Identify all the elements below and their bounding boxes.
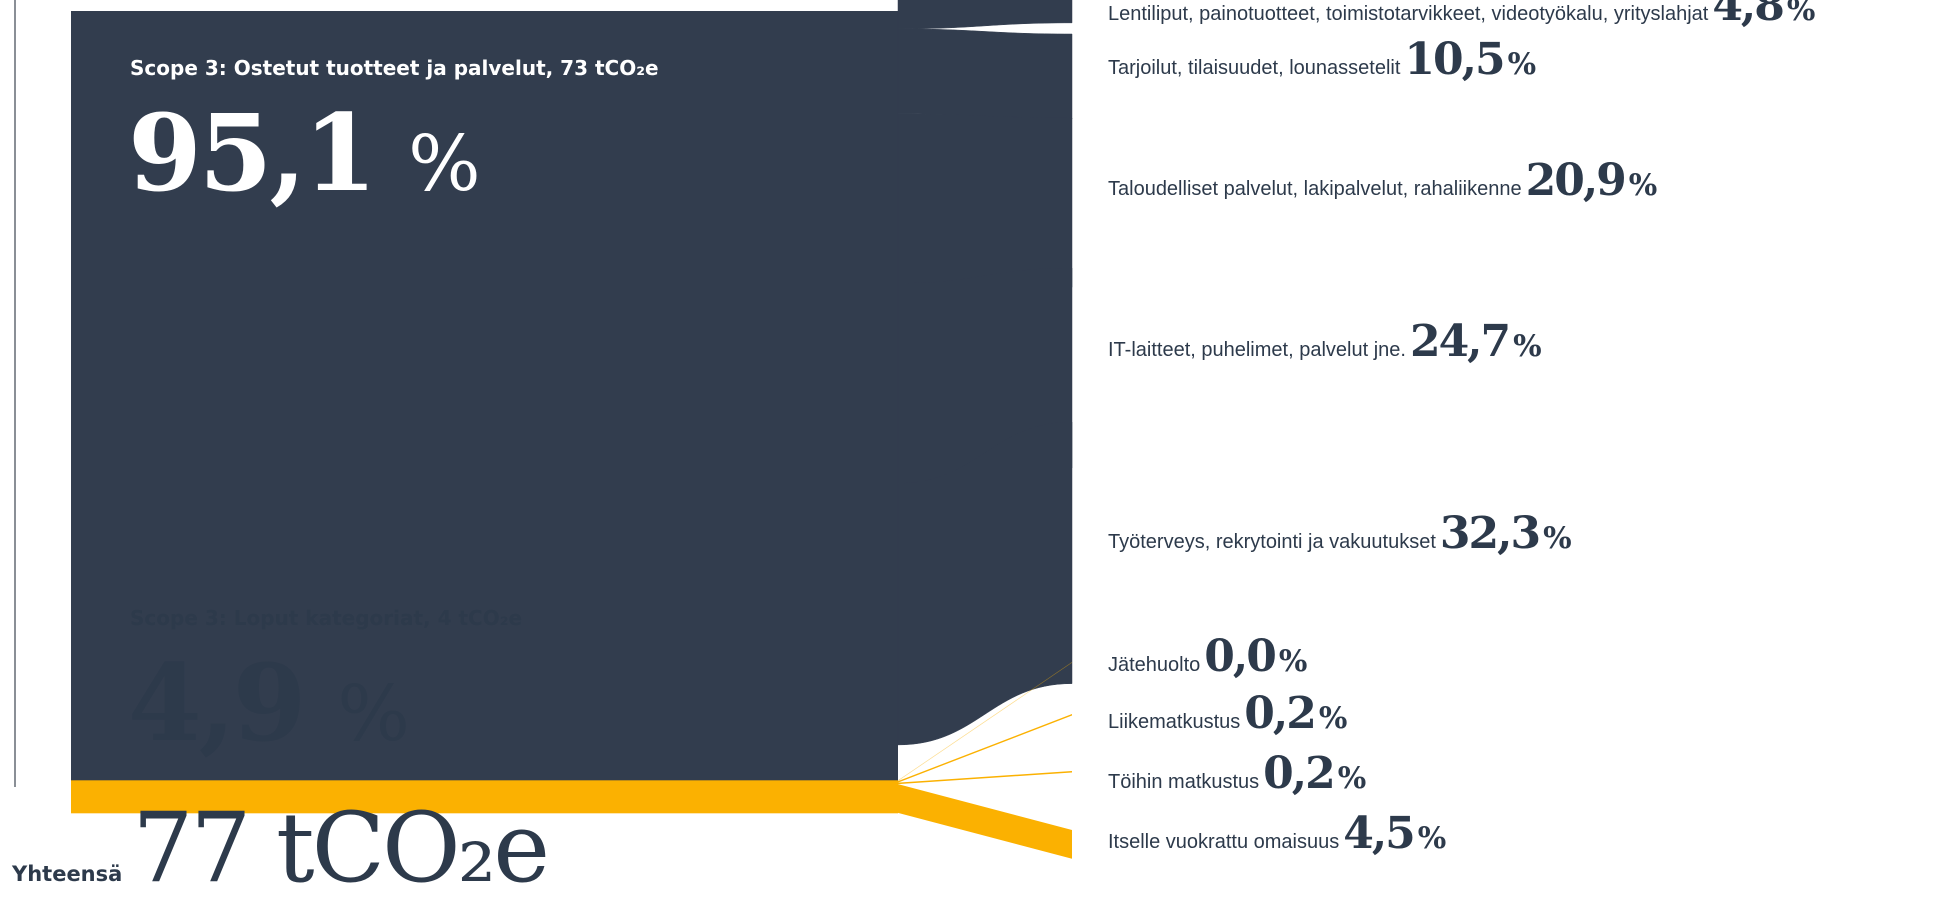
left-divider-line bbox=[14, 0, 16, 787]
flow-band-main-0 bbox=[897, 0, 1073, 30]
category-name: Itselle vuokrattu omaisuus bbox=[1108, 831, 1340, 853]
category-label-occupational-health: Työterveys, rekrytointi ja vakuutukset32… bbox=[1108, 508, 1572, 559]
category-name: IT-laitteet, puhelimet, palvelut jne. bbox=[1108, 339, 1406, 361]
category-label-waste: Jätehuolto0,0% bbox=[1108, 631, 1307, 682]
category-label-catering: Tarjoilut, tilaisuudet, lounassetelit10,… bbox=[1108, 34, 1536, 85]
category-label-commuting: Töihin matkustus0,2% bbox=[1108, 748, 1366, 799]
category-percent-sign: % bbox=[1786, 0, 1816, 28]
category-name: Lentiliput, painotuotteet, toimistotarvi… bbox=[1108, 3, 1709, 25]
category-percent-sign: % bbox=[1628, 168, 1658, 203]
scope-main-percent-value: 95,1 bbox=[128, 90, 377, 215]
scope-main-label: Scope 3: Ostetut tuotteet ja palvelut, 7… bbox=[130, 56, 659, 80]
category-percent-value: 24,7 bbox=[1409, 316, 1511, 367]
scope-rest-percent: 4,9 % bbox=[128, 640, 410, 765]
category-percent-sign: % bbox=[1278, 644, 1308, 679]
category-percent-value: 10,5 bbox=[1404, 34, 1505, 85]
source-node-other-categories bbox=[71, 780, 898, 814]
category-percent-sign: % bbox=[1543, 521, 1572, 556]
category-percent-value: 4,8 bbox=[1712, 0, 1785, 31]
category-name: Töihin matkustus bbox=[1108, 771, 1260, 793]
flow-band-main-2 bbox=[897, 113, 1073, 288]
category-percent-sign: % bbox=[1417, 821, 1447, 856]
category-percent-value: 0,2 bbox=[1244, 688, 1317, 739]
category-percent-sign: % bbox=[1318, 701, 1348, 736]
category-percent-value: 0,2 bbox=[1263, 748, 1336, 799]
category-percent-value: 0,0 bbox=[1204, 631, 1277, 682]
total-label: Yhteensä bbox=[12, 862, 123, 886]
category-label-it-equipment: IT-laitteet, puhelimet, palvelut jne.24,… bbox=[1108, 316, 1542, 367]
scope-rest-percent-value: 4,9 bbox=[128, 640, 306, 765]
category-name: Taloudelliset palvelut, lakipalvelut, ra… bbox=[1108, 178, 1522, 200]
category-name: Tarjoilut, tilaisuudet, lounassetelit bbox=[1108, 57, 1401, 79]
flow-band-rest-3 bbox=[898, 784, 1072, 859]
category-label-flights: Lentiliput, painotuotteet, toimistotarvi… bbox=[1108, 0, 1815, 31]
flow-band-main-4 bbox=[897, 421, 1073, 746]
category-name: Työterveys, rekrytointi ja vakuutukset bbox=[1108, 531, 1436, 553]
category-label-leased-assets: Itselle vuokrattu omaisuus4,5% bbox=[1108, 808, 1446, 859]
scope-rest-label: Scope 3: Loput kategoriat, 4 tCO₂e bbox=[130, 606, 523, 630]
category-name: Liikematkustus bbox=[1108, 711, 1241, 733]
category-label-financial-services: Taloudelliset palvelut, lakipalvelut, ra… bbox=[1108, 155, 1657, 206]
category-label-business-travel: Liikematkustus0,2% bbox=[1108, 688, 1347, 739]
category-percent-value: 20,9 bbox=[1525, 155, 1627, 206]
flow-band-rest-1 bbox=[898, 714, 1072, 783]
total-value: 77 tCO₂e bbox=[132, 792, 550, 904]
scope-main-percent: 95,1 % bbox=[128, 90, 481, 215]
flow-band-rest-0 bbox=[898, 662, 1072, 782]
category-percent-value: 32,3 bbox=[1439, 508, 1541, 559]
category-percent-sign: % bbox=[1513, 329, 1542, 364]
category-name: Jätehuolto bbox=[1108, 654, 1201, 676]
category-percent-value: 4,5 bbox=[1343, 808, 1416, 859]
flow-band-rest-2 bbox=[898, 771, 1072, 785]
category-percent-sign: % bbox=[1337, 761, 1367, 796]
category-percent-sign: % bbox=[1507, 47, 1537, 82]
total-summary: Yhteensä 77 tCO₂e bbox=[12, 800, 550, 896]
scope-main-percent-sign: % bbox=[408, 119, 481, 208]
source-node-purchased-goods bbox=[71, 11, 898, 782]
scope-rest-percent-sign: % bbox=[337, 669, 410, 758]
flow-band-main-1 bbox=[897, 28, 1073, 120]
